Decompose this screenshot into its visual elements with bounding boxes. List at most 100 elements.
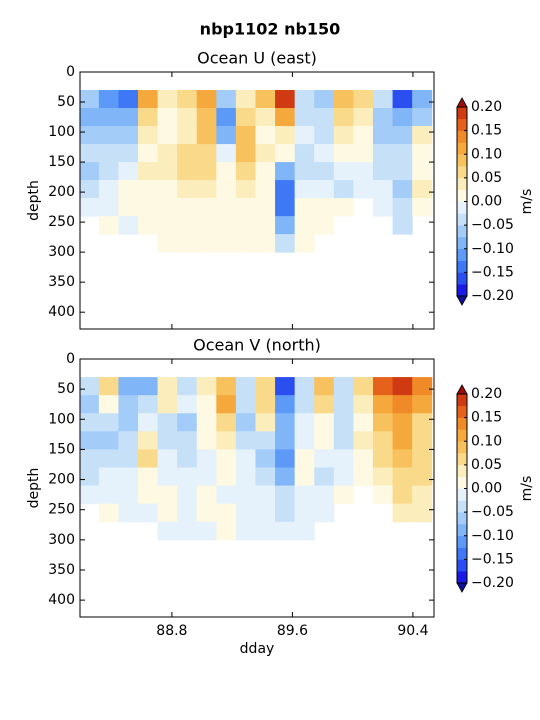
contour-cell [333, 126, 354, 145]
contour-cell [294, 467, 315, 487]
contour-cell [177, 234, 198, 253]
contour-cell [275, 144, 296, 163]
contour-cell [255, 503, 276, 523]
contour-cell [137, 90, 159, 109]
colorbar-tick-label: 0.20 [471, 386, 502, 402]
contour-cell [412, 180, 433, 199]
contour-cell [98, 126, 119, 145]
contour-cell [255, 198, 276, 217]
colorbar-band [457, 488, 467, 501]
y-tick-label: 250 [48, 214, 75, 230]
contour-cell [98, 162, 119, 181]
contour-cell [294, 521, 315, 541]
contour-cell [196, 90, 217, 109]
contour-cell [314, 395, 335, 414]
contour-cell [98, 449, 119, 469]
contour-cell [333, 90, 354, 109]
contour-cell [412, 198, 433, 217]
contour-cell [157, 126, 178, 145]
x-tick-label: 88.8 [156, 623, 187, 639]
contour-cell [412, 503, 433, 523]
contour-cell [98, 90, 119, 109]
contour-cell [255, 413, 276, 432]
contour-cell [333, 431, 354, 450]
colorbar-band [457, 523, 467, 537]
contour-cell [196, 234, 217, 253]
contour-cell [196, 521, 217, 541]
colorbar-band [457, 118, 467, 131]
contour-cell [235, 431, 256, 450]
y-axis-label: depth [26, 468, 42, 509]
contour-cell [294, 234, 315, 253]
contour-cell [314, 180, 335, 199]
colorbar-band [457, 166, 467, 179]
contour-cell [196, 216, 217, 235]
contour-cell [255, 108, 276, 127]
y-tick-label: 50 [57, 94, 75, 110]
contour-cell [157, 198, 178, 217]
contour-cell [157, 467, 178, 487]
axes-title: Ocean U (east) [197, 49, 317, 68]
colorbar-tick-label: −0.20 [471, 288, 514, 304]
contour-cell [177, 144, 198, 163]
contour-cell [294, 108, 315, 127]
y-tick-label: 50 [57, 381, 75, 397]
contour-cell [314, 377, 335, 396]
y-tick-label: 150 [48, 441, 75, 457]
contour-cell [412, 377, 433, 396]
colorbar-band [457, 236, 467, 250]
colorbar-tick-label: −0.15 [471, 551, 514, 567]
contour-cell [177, 90, 198, 109]
contour-cell [353, 180, 374, 199]
contour-cell [333, 467, 354, 487]
contour-cell [412, 108, 433, 127]
contour-cell [372, 126, 394, 145]
contour-cell [137, 162, 159, 181]
contour-cell [80, 413, 100, 432]
contour-cell [314, 198, 335, 217]
contour-cell [177, 108, 198, 127]
contour-cell [157, 108, 178, 127]
contour-cell [255, 485, 276, 505]
contour-cell [196, 108, 217, 127]
contour-cell [196, 413, 217, 432]
contour-cell [216, 449, 237, 469]
contour-cell [275, 162, 296, 181]
contour-cell [137, 431, 159, 450]
plot-area [80, 90, 433, 253]
colorbar-tick-label: −0.15 [471, 264, 514, 280]
contour-cell [392, 198, 413, 217]
contour-cell [275, 198, 296, 217]
contour-cell [294, 216, 315, 235]
contour-cell [137, 485, 159, 505]
contour-cell [216, 126, 237, 145]
contour-cell [196, 503, 217, 523]
contour-cell [294, 144, 315, 163]
y-tick-label: 350 [48, 274, 75, 290]
contour-cell [255, 377, 276, 396]
contour-cell [80, 485, 100, 505]
contour-cell [412, 485, 433, 505]
colorbar-band [457, 177, 467, 190]
colorbar-tick-label: −0.05 [471, 504, 514, 520]
contour-cell [314, 449, 335, 469]
y-tick-label: 350 [48, 562, 75, 578]
contour-cell [353, 431, 374, 450]
y-tick-label: 100 [48, 124, 75, 140]
contour-cell [137, 144, 159, 163]
contour-cell [157, 521, 178, 541]
contour-cell [255, 180, 276, 199]
colorbar-band [457, 272, 467, 285]
colorbar-band [457, 441, 467, 454]
contour-cell [177, 180, 198, 199]
contour-cell [412, 431, 433, 450]
contour-cell [353, 467, 374, 487]
colorbar-tick-label: −0.10 [471, 241, 514, 257]
contour-cell [353, 144, 374, 163]
contour-cell [333, 485, 354, 505]
contour-cell [412, 144, 433, 163]
contour-cell [118, 108, 139, 127]
x-axis-label: dday [240, 641, 275, 657]
contour-cell [353, 90, 374, 109]
contour-cell [294, 126, 315, 145]
